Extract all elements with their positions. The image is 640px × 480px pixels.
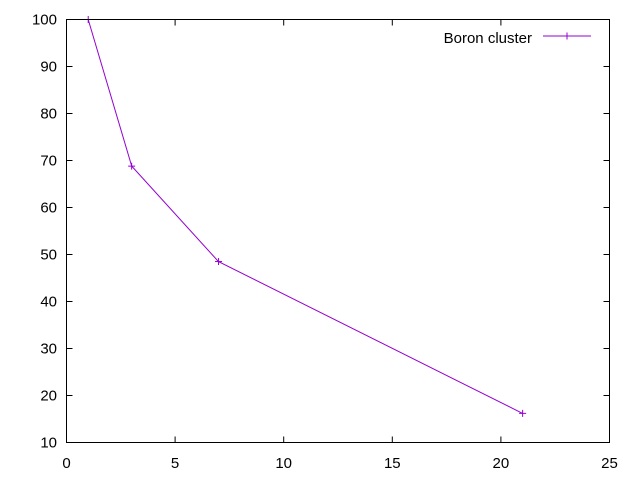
series-line bbox=[87, 19, 523, 414]
x-tick-label: 0 bbox=[62, 455, 70, 472]
y-tick-label: 60 bbox=[40, 200, 57, 217]
y-tick-label: 20 bbox=[40, 388, 57, 405]
plot-frame bbox=[66, 19, 610, 443]
y-tick-label: 100 bbox=[32, 12, 57, 29]
y-tick-label: 50 bbox=[40, 247, 57, 264]
y-tick-label: 40 bbox=[40, 294, 57, 311]
y-tick-label: 80 bbox=[40, 106, 57, 123]
legend: Boron cluster bbox=[444, 30, 591, 47]
x-tick-label: 15 bbox=[384, 455, 401, 472]
x-tick-label: 5 bbox=[171, 455, 179, 472]
y-tick-label: 70 bbox=[40, 153, 57, 170]
y-tick-label: 90 bbox=[40, 59, 57, 76]
series-layer bbox=[84, 16, 527, 417]
legend-label: Boron cluster bbox=[444, 30, 532, 47]
x-tick-label: 10 bbox=[275, 455, 292, 472]
y-axis: 10 20 30 40 50 60 70 80 90 100 bbox=[32, 12, 610, 452]
legend-marker bbox=[563, 32, 571, 40]
x-axis: 0 5 10 15 20 25 bbox=[62, 19, 618, 472]
y-tick-label: 30 bbox=[40, 341, 57, 358]
x-tick-label: 25 bbox=[601, 455, 618, 472]
y-tick-label: 10 bbox=[40, 435, 57, 452]
x-tick-label: 20 bbox=[493, 455, 510, 472]
